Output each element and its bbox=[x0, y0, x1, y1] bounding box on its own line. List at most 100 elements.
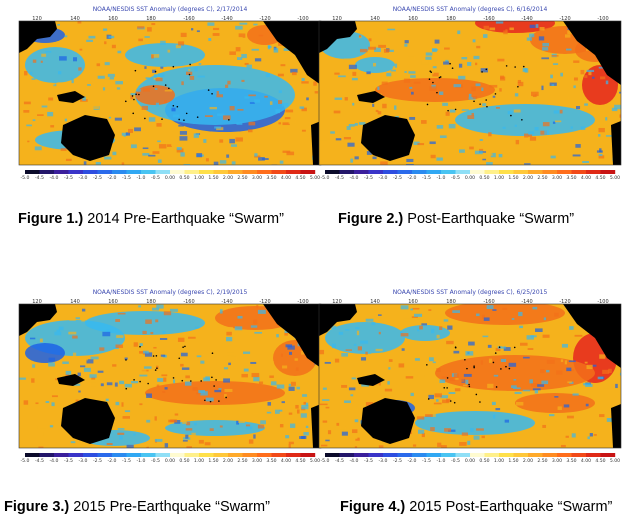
landmass bbox=[263, 21, 321, 85]
landmass bbox=[361, 398, 415, 444]
colorbar-tick-label: -1.0 bbox=[437, 458, 446, 463]
longitude-label: -120 bbox=[259, 16, 270, 22]
colorbar-swatch bbox=[397, 453, 413, 457]
colorbar-swatch bbox=[141, 170, 156, 174]
colorbar-swatch bbox=[286, 170, 301, 174]
landmass bbox=[61, 398, 115, 444]
colorbar-swatch bbox=[271, 453, 287, 457]
colorbar-swatch bbox=[155, 170, 171, 174]
sst-anomaly-map: 120 140 160 180 -160 -140 -120 -100 -5.0 -4.5 -4.0… bbox=[315, 298, 625, 463]
colorbar-swatch bbox=[383, 170, 398, 174]
caption-number: Figure 4.) bbox=[340, 499, 406, 515]
colorbar-tick-label: -4.5 bbox=[335, 175, 344, 180]
colorbar-tick-label: -3.5 bbox=[364, 175, 373, 180]
colorbar-tick-label: -0.5 bbox=[451, 175, 460, 180]
longitude-label: 160 bbox=[108, 299, 118, 305]
longitude-label: -140 bbox=[221, 16, 232, 22]
sst-anomaly-map: 120 140 160 180 -160 -140 -120 -100 -5.0 -4.5 -4.0… bbox=[315, 15, 625, 180]
longitude-label: 180 bbox=[446, 299, 456, 305]
longitude-label: 140 bbox=[370, 299, 380, 305]
map-title: NOAA/NESDIS SST Anomaly (degrees C), 2/1… bbox=[92, 6, 248, 13]
colorbar-tick-label: -2.0 bbox=[108, 175, 117, 180]
figure-caption-2: Figure 2.) Post-Earthquake “Swarm” bbox=[338, 211, 574, 227]
colorbar-swatch bbox=[571, 453, 587, 457]
colorbar-swatch bbox=[184, 453, 200, 457]
longitude-label: 180 bbox=[146, 299, 156, 305]
colorbar-swatch bbox=[557, 453, 572, 457]
colorbar-tick-label: -4.5 bbox=[35, 175, 44, 180]
colorbar-swatch bbox=[97, 453, 113, 457]
colorbar-swatch bbox=[199, 170, 214, 174]
anomaly-region bbox=[325, 322, 405, 354]
colorbar-swatch bbox=[242, 170, 258, 174]
longitude-label: -120 bbox=[559, 16, 570, 22]
anomaly-region bbox=[445, 304, 565, 325]
colorbar-tick-label: 0.50 bbox=[479, 175, 489, 180]
colorbar-swatch bbox=[54, 170, 69, 174]
landmass bbox=[311, 404, 321, 448]
caption-text: Post-Earthquake “Swarm” bbox=[403, 211, 575, 227]
map-canvas: 120 140 160 180 -160 -140 -120 -100 -5.0 -4.5 -4.0… bbox=[318, 16, 622, 180]
colorbar-tick-label: -3.0 bbox=[379, 175, 388, 180]
colorbar-tick-label: -2.0 bbox=[108, 458, 117, 463]
longitude-label: -100 bbox=[297, 16, 308, 22]
colorbar-swatch bbox=[339, 453, 355, 457]
longitude-label: -160 bbox=[183, 16, 194, 22]
longitude-label: 120 bbox=[32, 299, 42, 305]
figure-panel-4: NOAA/NESDIS SST Anomaly (degrees C), 6/2… bbox=[315, 289, 625, 463]
colorbar-tick-label: 3.50 bbox=[566, 175, 576, 180]
colorbar-tick-label: 3.50 bbox=[566, 458, 576, 463]
colorbar-swatch bbox=[484, 453, 500, 457]
landmass bbox=[611, 404, 621, 448]
colorbar-tick-label: 0.00 bbox=[465, 458, 475, 463]
figure-panel-1: NOAA/NESDIS SST Anomaly (degrees C), 2/1… bbox=[15, 6, 325, 180]
longitude-label: 180 bbox=[146, 16, 156, 22]
colorbar-tick-label: 1.50 bbox=[208, 458, 218, 463]
colorbar-swatch bbox=[600, 170, 616, 174]
anomaly-region bbox=[400, 325, 450, 341]
colorbar-tick-label: -4.0 bbox=[50, 175, 59, 180]
colorbar-tick-label: 1.00 bbox=[494, 458, 504, 463]
landmass bbox=[361, 115, 415, 161]
colorbar-tick-label: -3.5 bbox=[64, 175, 73, 180]
colorbar-tick-label: -2.5 bbox=[393, 458, 402, 463]
colorbar-swatch bbox=[368, 453, 384, 457]
colorbar-tick-label: -2.0 bbox=[408, 175, 417, 180]
colorbar-swatch bbox=[484, 170, 500, 174]
colorbar-swatch bbox=[383, 453, 398, 457]
colorbar-tick-label: -5.0 bbox=[21, 175, 30, 180]
longitude-label: 140 bbox=[370, 16, 380, 22]
colorbar-tick-label: -0.5 bbox=[151, 458, 160, 463]
colorbar-tick-label: 3.00 bbox=[552, 458, 562, 463]
landmass bbox=[19, 304, 57, 336]
colorbar-swatch bbox=[528, 453, 543, 457]
colorbar-swatch bbox=[25, 453, 40, 457]
figure-caption-4: Figure 4.) 2015 Post-Earthquake “Swarm” bbox=[340, 499, 612, 515]
colorbar-swatch bbox=[557, 170, 572, 174]
colorbar-tick-label: 5.00 bbox=[610, 458, 620, 463]
colorbar-tick-label: 5.00 bbox=[310, 458, 320, 463]
longitude-label: 120 bbox=[332, 16, 342, 22]
colorbar-tick-label: 4.50 bbox=[595, 458, 605, 463]
colorbar-swatch bbox=[470, 453, 485, 457]
colorbar-tick-label: 3.00 bbox=[252, 175, 262, 180]
longitude-label: 160 bbox=[108, 16, 118, 22]
caption-number: Figure 3.) bbox=[4, 499, 70, 515]
colorbar-swatch bbox=[228, 453, 243, 457]
sst-anomaly-map: 120 140 160 180 -160 -140 -120 -100 -5.0 -4.5 -4.0… bbox=[15, 298, 325, 463]
colorbar-swatch bbox=[213, 453, 229, 457]
colorbar-tick-label: 2.50 bbox=[537, 175, 547, 180]
colorbar-tick-label: -1.5 bbox=[422, 458, 431, 463]
colorbar-tick-label: -4.5 bbox=[35, 458, 44, 463]
colorbar-tick-label: 2.00 bbox=[523, 458, 533, 463]
colorbar-swatch bbox=[199, 453, 214, 457]
colorbar-tick-label: 4.00 bbox=[281, 175, 291, 180]
colorbar-swatch bbox=[470, 170, 485, 174]
colorbar-tick-label: -4.0 bbox=[350, 175, 359, 180]
colorbar-tick-label: -5.0 bbox=[321, 175, 330, 180]
colorbar-swatch bbox=[542, 453, 558, 457]
colorbar-swatch bbox=[25, 170, 40, 174]
colorbar-swatch bbox=[300, 453, 316, 457]
colorbar-tick-label: 3.00 bbox=[252, 458, 262, 463]
colorbar-tick-label: 0.50 bbox=[179, 175, 189, 180]
